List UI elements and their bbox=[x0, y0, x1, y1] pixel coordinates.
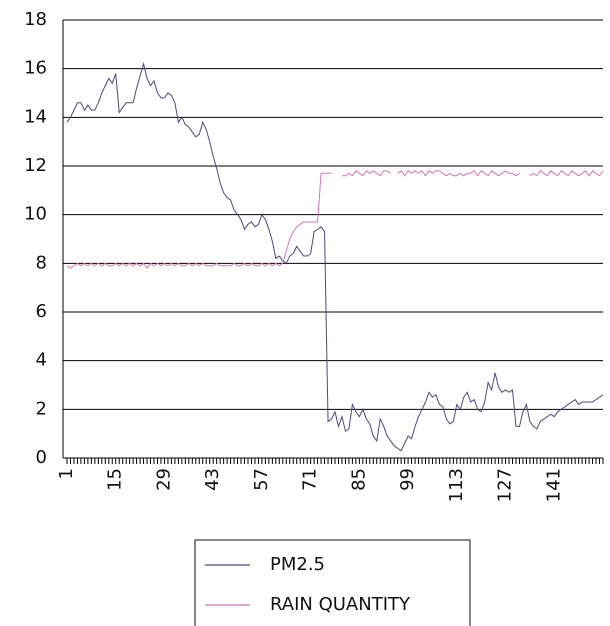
y-tick-label: 2 bbox=[36, 398, 47, 419]
legend-label: RAIN QUANTITY bbox=[270, 594, 411, 615]
line-series bbox=[66, 170, 604, 270]
x-tick-label: 1 bbox=[56, 468, 77, 479]
y-tick-label: 14 bbox=[24, 106, 47, 127]
line-series bbox=[66, 61, 604, 452]
x-tick-label: 113 bbox=[446, 468, 467, 502]
x-tick-label: 71 bbox=[300, 468, 321, 491]
y-tick-label: 0 bbox=[36, 447, 47, 468]
x-tick-label: 141 bbox=[543, 468, 564, 502]
x-tick-label: 15 bbox=[105, 468, 126, 491]
y-tick-label: 8 bbox=[36, 252, 47, 273]
x-tick-label: 99 bbox=[397, 468, 418, 491]
legend-box bbox=[194, 539, 471, 626]
x-tick-label: 43 bbox=[202, 468, 223, 491]
x-tick-label: 85 bbox=[348, 468, 369, 491]
x-tick-label: 127 bbox=[495, 468, 516, 502]
y-tick-label: 12 bbox=[24, 155, 47, 176]
y-tick-label: 10 bbox=[24, 204, 47, 225]
x-tick-label: 57 bbox=[251, 468, 272, 491]
x-tick-label: 29 bbox=[153, 468, 174, 491]
legend-label: PM2.5 bbox=[270, 554, 325, 575]
y-tick-label: 4 bbox=[36, 350, 47, 371]
y-tick-label: 16 bbox=[24, 58, 47, 79]
y-tick-label: 6 bbox=[36, 301, 47, 322]
y-tick-label: 18 bbox=[24, 9, 47, 30]
